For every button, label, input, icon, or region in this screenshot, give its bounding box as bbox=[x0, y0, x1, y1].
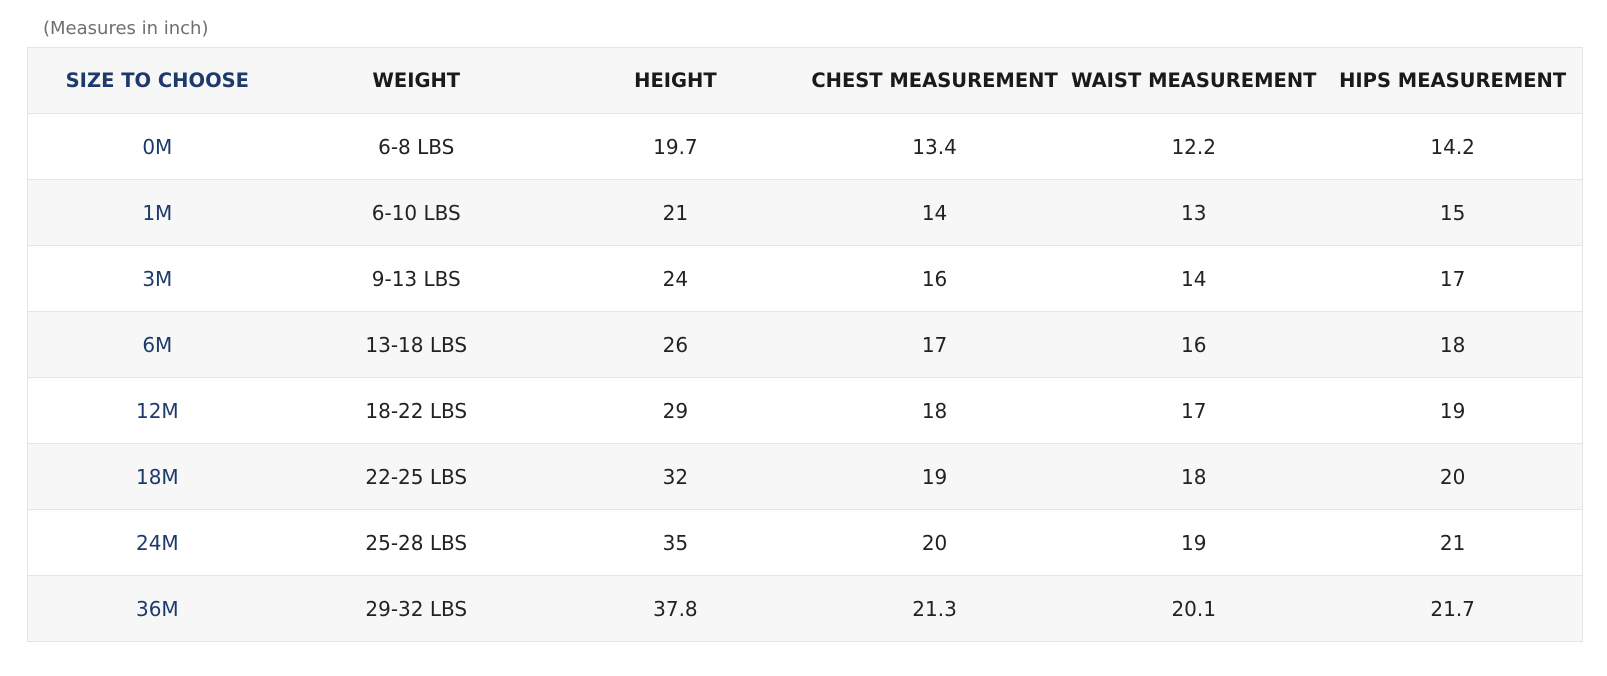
table-header: SIZE TO CHOOSE WEIGHT HEIGHT CHEST MEASU… bbox=[27, 47, 1583, 114]
header-height: HEIGHT bbox=[545, 47, 805, 114]
cell-hips: 17 bbox=[1323, 245, 1583, 312]
cell-weight: 25-28 LBS bbox=[286, 509, 546, 576]
cell-chest: 21.3 bbox=[804, 575, 1065, 642]
size-chart: (Measures in inch) SIZE TO CHOOSE WEIGHT… bbox=[27, 14, 1583, 642]
cell-weight: 6-10 LBS bbox=[286, 179, 546, 246]
table-row: 24M 25-28 LBS 35 20 19 21 bbox=[27, 509, 1583, 576]
cell-waist: 12.2 bbox=[1064, 113, 1324, 180]
cell-height: 37.8 bbox=[545, 575, 805, 642]
table-row: 0M 6-8 LBS 19.7 13.4 12.2 14.2 bbox=[27, 113, 1583, 180]
cell-weight: 13-18 LBS bbox=[286, 311, 546, 378]
cell-weight: 9-13 LBS bbox=[286, 245, 546, 312]
units-caption: (Measures in inch) bbox=[43, 18, 209, 39]
cell-size: 0M bbox=[27, 113, 287, 180]
header-size: SIZE TO CHOOSE bbox=[27, 47, 287, 114]
table-row: 1M 6-10 LBS 21 14 13 15 bbox=[27, 179, 1583, 246]
cell-height: 35 bbox=[545, 509, 805, 576]
cell-waist: 19 bbox=[1064, 509, 1324, 576]
cell-chest: 13.4 bbox=[804, 113, 1065, 180]
cell-chest: 14 bbox=[804, 179, 1065, 246]
cell-hips: 18 bbox=[1323, 311, 1583, 378]
cell-size: 36M bbox=[27, 575, 287, 642]
header-chest: CHEST MEASUREMENT bbox=[804, 47, 1065, 114]
cell-height: 29 bbox=[545, 377, 805, 444]
cell-height: 32 bbox=[545, 443, 805, 510]
header-hips: HIPS MEASUREMENT bbox=[1323, 47, 1583, 114]
cell-height: 19.7 bbox=[545, 113, 805, 180]
header-waist: WAIST MEASUREMENT bbox=[1064, 47, 1324, 114]
table-row: 6M 13-18 LBS 26 17 16 18 bbox=[27, 311, 1583, 378]
table-row: 36M 29-32 LBS 37.8 21.3 20.1 21.7 bbox=[27, 575, 1583, 642]
cell-size: 12M bbox=[27, 377, 287, 444]
cell-chest: 20 bbox=[804, 509, 1065, 576]
cell-hips: 14.2 bbox=[1323, 113, 1583, 180]
cell-height: 24 bbox=[545, 245, 805, 312]
cell-chest: 17 bbox=[804, 311, 1065, 378]
cell-size: 1M bbox=[27, 179, 287, 246]
table-row: 3M 9-13 LBS 24 16 14 17 bbox=[27, 245, 1583, 312]
header-row: SIZE TO CHOOSE WEIGHT HEIGHT CHEST MEASU… bbox=[27, 47, 1583, 114]
cell-hips: 20 bbox=[1323, 443, 1583, 510]
size-table: SIZE TO CHOOSE WEIGHT HEIGHT CHEST MEASU… bbox=[27, 47, 1583, 642]
cell-waist: 20.1 bbox=[1064, 575, 1324, 642]
cell-height: 21 bbox=[545, 179, 805, 246]
cell-weight: 22-25 LBS bbox=[286, 443, 546, 510]
cell-weight: 6-8 LBS bbox=[286, 113, 546, 180]
cell-waist: 14 bbox=[1064, 245, 1324, 312]
cell-chest: 16 bbox=[804, 245, 1065, 312]
cell-waist: 16 bbox=[1064, 311, 1324, 378]
cell-chest: 18 bbox=[804, 377, 1065, 444]
cell-weight: 29-32 LBS bbox=[286, 575, 546, 642]
cell-weight: 18-22 LBS bbox=[286, 377, 546, 444]
cell-size: 24M bbox=[27, 509, 287, 576]
cell-size: 3M bbox=[27, 245, 287, 312]
cell-waist: 17 bbox=[1064, 377, 1324, 444]
table-row: 18M 22-25 LBS 32 19 18 20 bbox=[27, 443, 1583, 510]
table-row: 12M 18-22 LBS 29 18 17 19 bbox=[27, 377, 1583, 444]
cell-waist: 18 bbox=[1064, 443, 1324, 510]
cell-size: 6M bbox=[27, 311, 287, 378]
cell-height: 26 bbox=[545, 311, 805, 378]
cell-hips: 21 bbox=[1323, 509, 1583, 576]
cell-size: 18M bbox=[27, 443, 287, 510]
cell-hips: 21.7 bbox=[1323, 575, 1583, 642]
cell-hips: 15 bbox=[1323, 179, 1583, 246]
header-weight: WEIGHT bbox=[286, 47, 546, 114]
cell-chest: 19 bbox=[804, 443, 1065, 510]
cell-hips: 19 bbox=[1323, 377, 1583, 444]
cell-waist: 13 bbox=[1064, 179, 1324, 246]
table-body: 0M 6-8 LBS 19.7 13.4 12.2 14.2 1M 6-10 L… bbox=[27, 113, 1583, 642]
